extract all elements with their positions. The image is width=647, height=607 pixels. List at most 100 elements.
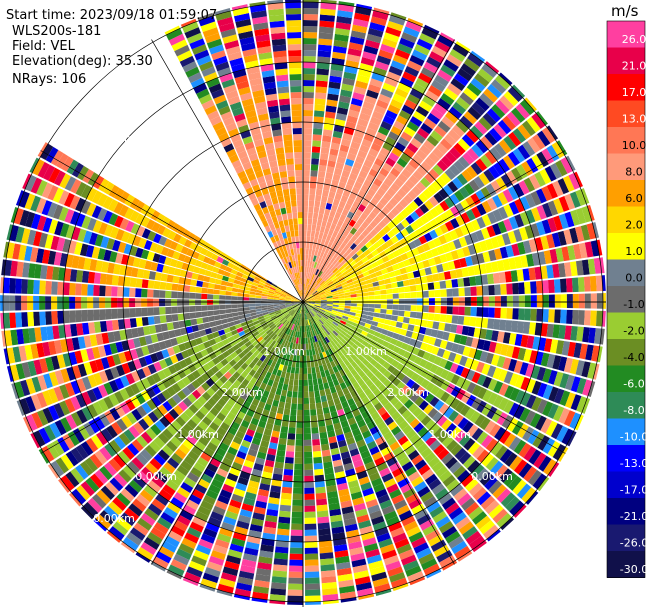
range-gate xyxy=(403,520,419,532)
range-gate xyxy=(351,322,359,328)
range-gate xyxy=(200,500,214,511)
range-gate xyxy=(243,303,250,308)
range-gate xyxy=(336,240,343,247)
range-gate xyxy=(461,497,476,511)
range-gate xyxy=(557,178,570,195)
range-gate xyxy=(511,107,526,123)
range-gate xyxy=(81,215,92,229)
range-gate xyxy=(386,265,394,273)
range-gate xyxy=(255,308,262,312)
range-gate xyxy=(223,270,231,278)
range-gate xyxy=(353,373,362,382)
range-gate xyxy=(488,341,497,353)
range-gate xyxy=(351,253,359,261)
range-gate xyxy=(83,362,93,376)
range-gate xyxy=(526,378,537,393)
range-gate xyxy=(401,440,413,451)
range-gate xyxy=(299,272,302,279)
range-gate xyxy=(376,338,385,345)
range-gate xyxy=(340,281,348,286)
range-gate xyxy=(332,298,339,301)
range-gate xyxy=(344,254,352,262)
range-gate xyxy=(37,375,48,391)
range-gate xyxy=(379,467,391,478)
range-gate xyxy=(304,290,307,297)
range-gate xyxy=(319,272,325,279)
range-gate xyxy=(389,338,398,346)
range-gate xyxy=(153,315,161,325)
range-gate xyxy=(261,187,269,196)
range-gate xyxy=(85,438,99,453)
range-gate xyxy=(222,350,230,358)
range-gate xyxy=(267,230,274,238)
range-gate xyxy=(282,319,288,325)
range-gate xyxy=(280,207,287,215)
range-gate xyxy=(135,380,146,392)
range-gate xyxy=(276,337,282,344)
range-gate xyxy=(362,296,369,300)
range-gate xyxy=(414,207,425,218)
range-gate xyxy=(91,246,101,259)
range-gate xyxy=(210,437,221,447)
range-gate xyxy=(561,246,570,262)
range-gate xyxy=(403,26,420,38)
range-gate xyxy=(382,225,392,234)
range-gate xyxy=(348,219,357,227)
range-gate xyxy=(9,277,16,294)
range-gate xyxy=(304,307,306,314)
range-gate xyxy=(482,307,489,318)
range-gate xyxy=(314,299,321,301)
range-gate xyxy=(491,79,507,94)
range-gate xyxy=(203,494,216,506)
range-gate xyxy=(328,191,336,199)
range-gate xyxy=(505,170,518,185)
range-gate xyxy=(392,93,406,104)
range-gate xyxy=(261,434,271,442)
range-gate xyxy=(331,179,339,187)
range-gate xyxy=(307,278,310,285)
range-gate xyxy=(419,252,428,261)
range-gate xyxy=(384,416,395,426)
range-gate xyxy=(189,521,204,533)
range-gate xyxy=(108,213,119,226)
range-gate xyxy=(297,397,303,404)
range-gate xyxy=(409,231,419,241)
range-gate xyxy=(294,343,299,350)
range-gate xyxy=(421,283,429,291)
range-gate xyxy=(212,121,225,132)
range-gate xyxy=(200,578,218,589)
range-gate xyxy=(338,305,345,308)
range-gate xyxy=(214,336,222,344)
range-gate xyxy=(298,331,302,338)
range-gate xyxy=(219,489,232,499)
range-gate xyxy=(184,27,201,39)
range-gate xyxy=(423,232,433,242)
range-gate xyxy=(375,326,383,334)
range-gate xyxy=(402,317,410,324)
range-gate xyxy=(337,573,353,582)
range-gate xyxy=(254,579,270,588)
range-gate xyxy=(404,204,415,215)
range-gate xyxy=(278,338,284,345)
range-gate xyxy=(330,360,336,368)
range-gate xyxy=(71,365,82,379)
range-gate xyxy=(439,32,456,43)
range-gate xyxy=(317,377,323,385)
range-gate xyxy=(408,174,420,185)
range-gate xyxy=(287,433,296,440)
range-gate xyxy=(270,582,287,590)
range-gate xyxy=(313,342,318,349)
range-gate xyxy=(552,263,560,278)
range-gate xyxy=(89,259,98,271)
range-gate xyxy=(466,369,476,381)
range-gate xyxy=(161,389,172,400)
range-gate xyxy=(285,152,294,160)
range-gate xyxy=(198,268,207,276)
range-gate xyxy=(244,340,252,348)
range-gate xyxy=(123,318,131,329)
range-gate xyxy=(183,306,190,313)
range-gate xyxy=(360,57,375,67)
range-gate xyxy=(320,8,336,16)
range-gate xyxy=(187,332,196,341)
range-gate xyxy=(255,298,262,301)
